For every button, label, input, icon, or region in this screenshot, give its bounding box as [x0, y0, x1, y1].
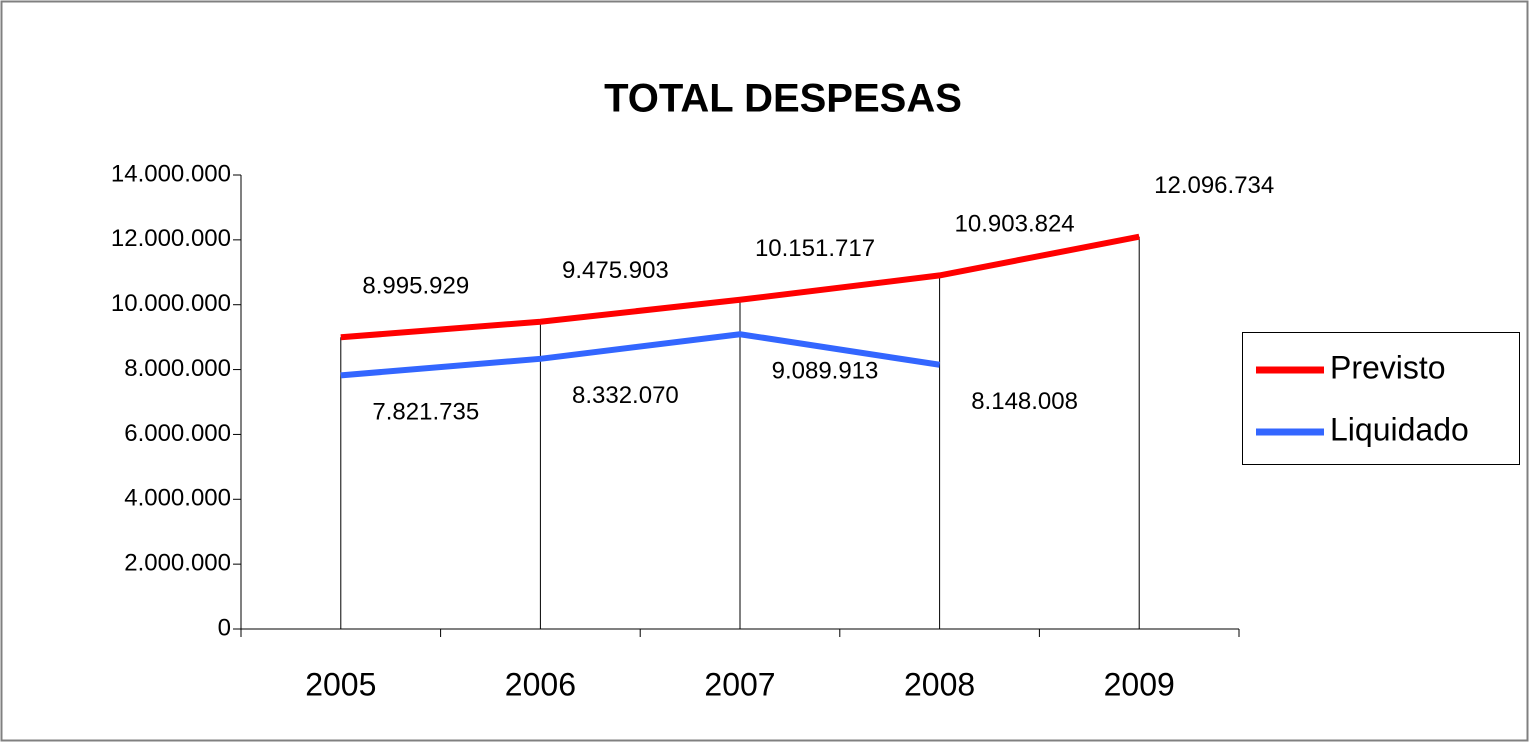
y-tick-label: 0 — [218, 614, 231, 641]
y-tick-label: 4.000.000 — [124, 485, 231, 512]
y-tick-label: 14.000.000 — [111, 160, 231, 187]
data-label: 12.096.734 — [1154, 172, 1274, 199]
legend-label: Previsto — [1330, 349, 1446, 385]
x-tick-label: 2005 — [305, 666, 376, 702]
y-tick-label: 6.000.000 — [124, 420, 231, 447]
series-line — [340, 233, 1140, 341]
y-tick-label: 2.000.000 — [124, 549, 231, 576]
series-line — [340, 331, 941, 379]
x-tick-label: 2009 — [1104, 666, 1175, 702]
data-label: 9.475.903 — [562, 257, 669, 284]
legend-label: Liquidado — [1330, 411, 1469, 447]
y-tick-label: 12.000.000 — [111, 225, 231, 252]
data-label: 8.995.929 — [362, 273, 469, 300]
data-label: 9.089.913 — [772, 358, 879, 385]
x-tick-label: 2006 — [505, 666, 576, 702]
data-label: 10.903.824 — [955, 211, 1075, 238]
data-label: 8.332.070 — [572, 382, 679, 409]
data-label: 10.151.717 — [755, 235, 875, 262]
x-tick-label: 2008 — [904, 666, 975, 702]
data-label: 7.821.735 — [372, 399, 479, 426]
chart-title: TOTAL DESPESAS — [604, 77, 962, 121]
y-tick-label: 10.000.000 — [111, 290, 231, 317]
data-label: 8.148.008 — [971, 388, 1078, 415]
x-tick-label: 2007 — [704, 666, 775, 702]
y-tick-label: 8.000.000 — [124, 355, 231, 382]
legend-box — [1242, 332, 1520, 465]
